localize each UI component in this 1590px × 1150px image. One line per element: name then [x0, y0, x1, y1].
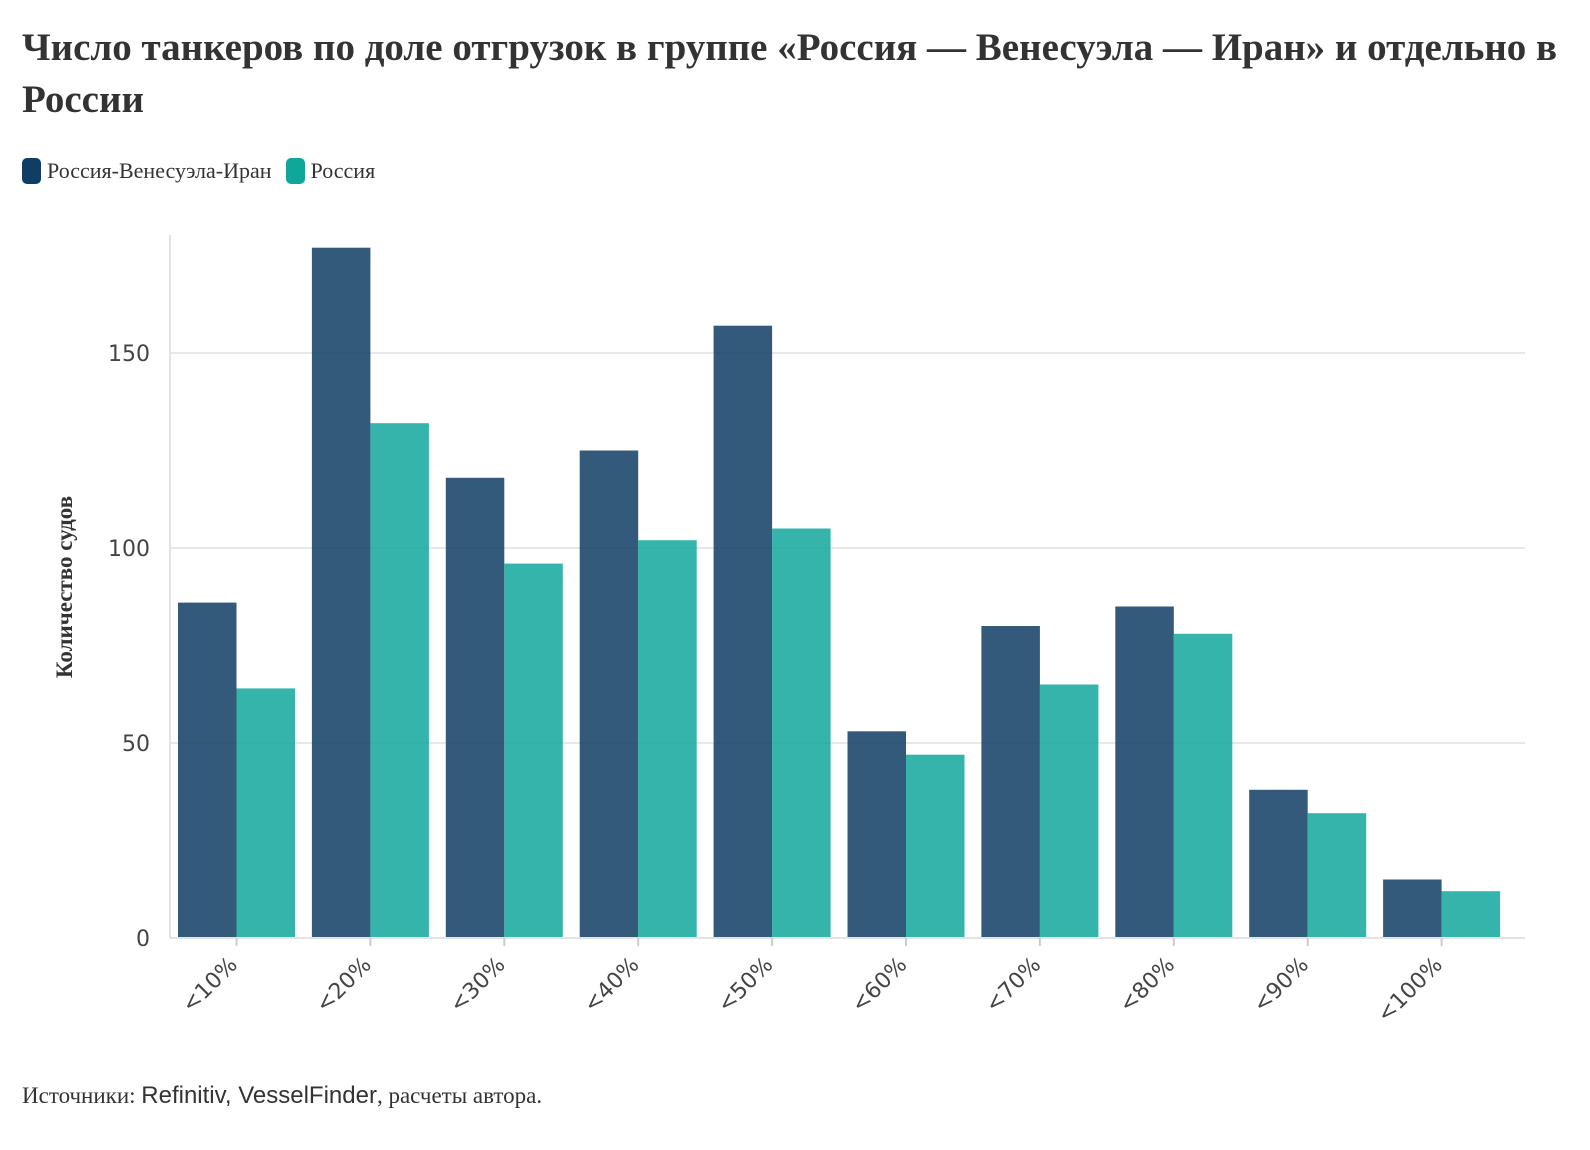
bar-rvi[interactable] — [178, 602, 237, 938]
y-tick-label: 100 — [108, 537, 150, 562]
source-note: Источники: Refinitiv, VesselFinder, расч… — [22, 1082, 542, 1110]
bar-russia[interactable] — [772, 528, 831, 939]
x-tick-label: <80% — [1115, 953, 1180, 1018]
x-tick-label: <70% — [981, 953, 1046, 1018]
y-axis-label: Количество судов — [52, 496, 77, 678]
bar-russia[interactable] — [1441, 891, 1501, 938]
bar-rvi[interactable] — [579, 450, 639, 939]
bar-rvi[interactable] — [981, 626, 1040, 938]
y-ticks: 0 50 100 150 — [108, 342, 150, 952]
source-prefix: Источники: — [22, 1083, 142, 1108]
bar-russia[interactable] — [370, 423, 429, 938]
bar-chart: <10% <20% <30% <40% <50% <60% <70% <80% <90% <100… — [52, 235, 1525, 1028]
x-tick-label: <30% — [445, 953, 510, 1018]
chart-title: Число танкеров по доле отгрузок в группе… — [22, 26, 1558, 121]
x-tick-label: <90% — [1249, 953, 1314, 1018]
legend-swatch-rvi — [22, 158, 41, 184]
source-names: Refinitiv, VesselFinder — [141, 1082, 377, 1109]
bar-rvi[interactable] — [311, 247, 371, 938]
bar-russia[interactable] — [236, 688, 296, 938]
x-tick-label: <20% — [311, 953, 376, 1018]
y-tick-label: 50 — [122, 732, 150, 757]
x-tick-label: <100% — [1373, 953, 1448, 1028]
x-tick-label: <40% — [579, 953, 644, 1018]
bar-russia[interactable] — [906, 754, 965, 938]
bar-russia[interactable] — [1173, 633, 1233, 938]
bar-russia[interactable] — [1039, 684, 1099, 939]
bar-rvi[interactable] — [713, 325, 773, 938]
y-tick-label: 150 — [108, 342, 150, 367]
x-tick-label: <50% — [713, 953, 778, 1018]
bar-rvi[interactable] — [445, 477, 505, 938]
bar-rvi[interactable] — [1249, 789, 1308, 938]
bars — [178, 247, 1501, 939]
bar-russia[interactable] — [504, 563, 563, 938]
legend: Россия-Венесуэла-Иран Россия — [22, 158, 389, 184]
bar-russia[interactable] — [1307, 813, 1367, 938]
bar-rvi[interactable] — [847, 731, 907, 938]
bar-rvi[interactable] — [1383, 879, 1442, 939]
x-tick-label: <10% — [177, 953, 242, 1018]
legend-swatch-russia — [285, 158, 305, 184]
bar-russia[interactable] — [638, 540, 697, 938]
x-ticks: <10% <20% <30% <40% <50% <60% <70% <80% <90% <100… — [177, 938, 1448, 1028]
legend-label-rvi: Россия-Венесуэла-Иран — [47, 158, 272, 183]
bar-rvi[interactable] — [1115, 606, 1174, 939]
legend-label-russia: Россия — [310, 158, 376, 183]
y-tick-label: 0 — [136, 927, 150, 952]
x-tick-label: <60% — [847, 953, 912, 1018]
legend-item-rvi[interactable]: Россия-Венесуэла-Иран — [22, 158, 272, 184]
legend-item-russia[interactable]: Россия — [285, 158, 376, 184]
source-suffix: , расчеты автора. — [376, 1083, 543, 1108]
